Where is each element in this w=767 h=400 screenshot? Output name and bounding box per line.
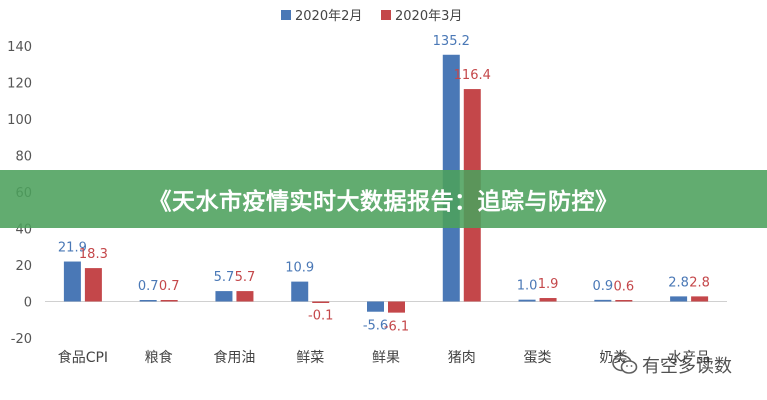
- bar-feb: [291, 281, 309, 302]
- data-label: 5.7: [214, 270, 235, 285]
- bar-mar: [691, 296, 709, 302]
- bar-feb: [367, 301, 384, 312]
- y-tick-label: -20: [11, 332, 32, 347]
- bar-mar: [84, 268, 102, 302]
- bar-feb: [518, 299, 536, 302]
- bar-mar: [160, 300, 178, 302]
- data-label: 2.8: [668, 275, 689, 290]
- x-category-label: 水产品: [668, 350, 710, 366]
- bar-feb: [670, 296, 688, 302]
- legend-label: 2020年2月: [295, 9, 362, 24]
- data-label: -6.1: [384, 320, 409, 335]
- x-category-label: 粮食: [145, 349, 173, 366]
- y-tick-label: 20: [15, 259, 32, 274]
- bar-feb: [139, 300, 157, 302]
- bar-mar: [388, 301, 405, 313]
- title-banner: 《天水市疫情实时大数据报告：追踪与防控》: [0, 170, 767, 228]
- y-tick-label: 140: [7, 40, 32, 55]
- data-label: 0.7: [159, 279, 180, 294]
- y-tick-label: 100: [7, 113, 32, 128]
- data-label: 18.3: [79, 247, 108, 262]
- data-label: 116.4: [454, 68, 491, 83]
- legend-swatch: [381, 10, 391, 20]
- y-tick-label: 120: [7, 77, 32, 92]
- watermark: 有空多读数: [612, 352, 732, 378]
- data-label: 1.0: [517, 279, 538, 294]
- bar-mar: [236, 291, 254, 302]
- data-label: 0.7: [138, 279, 159, 294]
- data-label: 135.2: [433, 34, 470, 49]
- data-label: 5.7: [235, 270, 256, 285]
- watermark-text: 有空多读数: [642, 356, 732, 377]
- x-category-label: 鲜果: [372, 350, 400, 366]
- legend-swatch: [281, 10, 291, 20]
- x-category-label: 猪肉: [448, 350, 476, 366]
- x-category-label: 蛋类: [524, 350, 552, 366]
- data-label: 21.9: [58, 241, 87, 256]
- banner-title: 《天水市疫情实时大数据报告：追踪与防控》: [148, 189, 619, 215]
- y-tick-label: 80: [15, 150, 32, 165]
- data-label: 2.8: [689, 275, 710, 290]
- x-category-label: 鲜菜: [296, 350, 324, 366]
- legend-label: 2020年3月: [395, 9, 462, 24]
- x-category-label: 食品CPI: [58, 349, 108, 366]
- data-label: 10.9: [285, 261, 314, 276]
- y-tick-label: 0: [24, 296, 32, 311]
- bar-mar: [539, 298, 557, 302]
- data-label: -0.1: [308, 309, 333, 324]
- data-label: -5.6: [363, 319, 388, 334]
- bar-feb: [215, 291, 233, 302]
- data-label: 0.9: [592, 279, 613, 294]
- bar-feb: [63, 261, 81, 302]
- bar-mar: [312, 301, 330, 303]
- bar-mar: [615, 300, 633, 302]
- x-category-label: 奶类: [599, 350, 627, 366]
- x-category-label: 食用油: [213, 349, 255, 366]
- data-label: 0.6: [613, 279, 634, 294]
- data-label: 1.9: [538, 277, 559, 292]
- wechat-icon: [612, 354, 638, 376]
- bar-feb: [594, 299, 612, 302]
